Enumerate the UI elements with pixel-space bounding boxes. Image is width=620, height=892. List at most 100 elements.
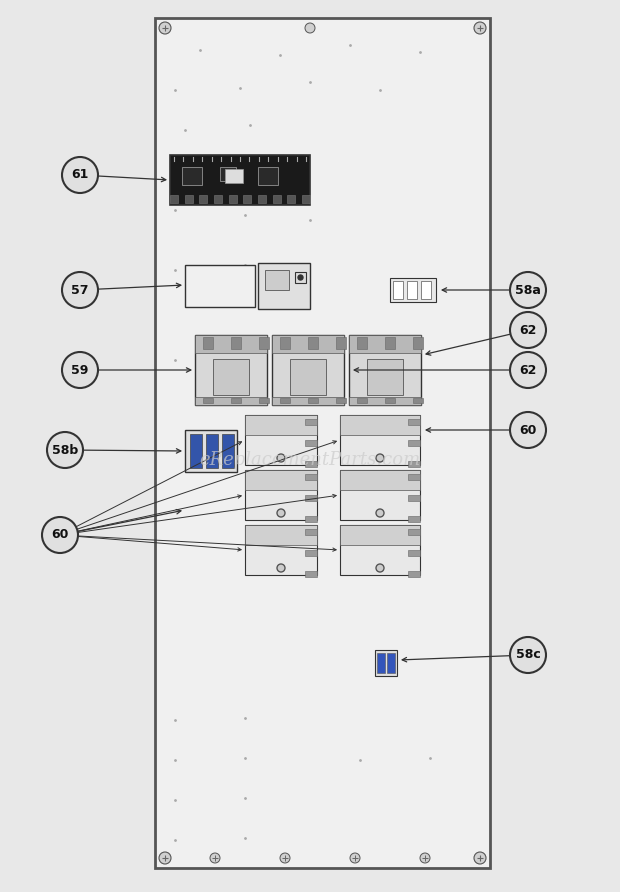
Bar [290,359,326,395]
Bar [265,270,289,290]
Circle shape [510,272,546,308]
Bar [225,169,243,183]
Bar [349,335,421,353]
Bar [408,516,420,522]
Bar [258,263,310,309]
Bar [170,155,310,205]
Bar [245,415,317,435]
Circle shape [280,853,290,863]
Bar [185,430,237,472]
Bar [273,195,281,203]
Circle shape [474,22,486,34]
Bar [231,337,241,349]
Circle shape [420,853,430,863]
Circle shape [62,157,98,193]
Bar [349,335,421,405]
Bar [340,470,420,520]
Text: 58a: 58a [515,284,541,296]
Circle shape [277,454,285,462]
Bar [377,653,385,673]
Bar [295,272,306,283]
Bar [340,415,420,465]
Circle shape [298,275,303,280]
Bar [340,415,420,435]
Bar [214,195,222,203]
Bar [305,516,317,522]
Bar [340,470,420,490]
Text: 60: 60 [51,528,69,541]
Circle shape [277,564,285,572]
Circle shape [305,23,315,33]
Bar [305,495,317,501]
Circle shape [510,637,546,673]
Text: 61: 61 [71,169,89,181]
Circle shape [376,454,384,462]
Circle shape [474,852,486,864]
Text: 57: 57 [71,284,89,296]
Bar [408,461,420,467]
Bar [258,167,278,185]
Bar [287,195,295,203]
Circle shape [376,509,384,517]
Bar [408,474,420,480]
Bar [387,653,395,673]
Bar [413,337,423,349]
Circle shape [350,853,360,863]
Bar [245,525,317,575]
Circle shape [42,517,78,553]
Circle shape [210,853,220,863]
Circle shape [62,352,98,388]
Bar [305,550,317,556]
Bar [245,470,317,520]
Text: 60: 60 [520,424,537,436]
Bar [259,398,269,403]
Bar [245,525,317,545]
Text: eReplacementParts.com: eReplacementParts.com [200,451,420,469]
Bar [408,571,420,577]
Bar [213,359,249,395]
Bar [407,281,417,299]
Bar [222,434,234,468]
Text: 59: 59 [71,364,89,376]
Bar [245,415,317,465]
Circle shape [376,564,384,572]
Bar [421,281,431,299]
Bar [305,474,317,480]
Bar [408,495,420,501]
Circle shape [159,852,171,864]
Bar [305,529,317,535]
Bar [243,195,251,203]
Circle shape [159,22,171,34]
Bar [280,337,290,349]
Text: 58b: 58b [52,443,78,457]
Text: 62: 62 [520,324,537,336]
Bar [357,337,367,349]
Bar [195,397,267,405]
Circle shape [277,509,285,517]
Bar [170,195,178,203]
Bar [336,398,346,403]
Circle shape [62,272,98,308]
Bar [185,265,255,307]
Bar [305,440,317,446]
Bar [231,398,241,403]
Circle shape [510,352,546,388]
Bar [413,398,423,403]
Bar [155,18,490,868]
Bar [203,398,213,403]
Bar [367,359,403,395]
Bar [375,650,397,676]
Bar [200,195,207,203]
Bar [272,335,344,405]
Bar [195,335,267,353]
Circle shape [47,432,83,468]
Bar [302,195,310,203]
Bar [308,337,318,349]
Bar [336,337,346,349]
Bar [258,195,266,203]
Bar [408,419,420,425]
Bar [340,525,420,545]
Text: 58c: 58c [516,648,541,662]
Bar [195,335,267,405]
Bar [206,434,218,468]
